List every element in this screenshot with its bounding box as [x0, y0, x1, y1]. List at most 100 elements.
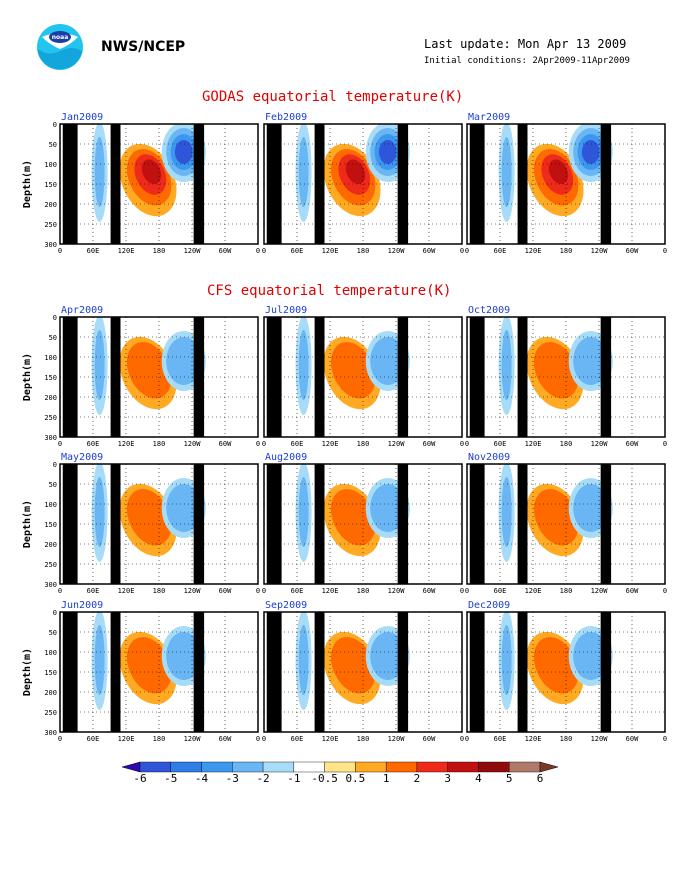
x-tick-label: 60W	[423, 440, 436, 448]
panel-label: Apr2009	[61, 305, 103, 316]
land-mask	[600, 124, 612, 244]
y-tick-label: 300	[44, 434, 57, 442]
panel-label: Mar2009	[468, 112, 510, 123]
colorbar: -6 -5 -4 -3 -2 -1 -0.5 0.5 1 2 3 4 5 6	[121, 761, 559, 785]
land-mask	[110, 612, 121, 732]
panel-label: Jun2009	[61, 600, 103, 611]
panel-label: Dec2009	[468, 600, 510, 611]
land-mask	[62, 612, 78, 732]
x-tick-label: 60E	[291, 247, 304, 255]
x-tick-label: 60W	[626, 247, 639, 255]
land-mask	[193, 464, 205, 584]
panel-jun2009: Jun2009 0 60E 120E 180 120W 60W 0 0 50 100 150 200 25…	[22, 600, 260, 743]
warm-anomaly-contour	[330, 342, 376, 399]
panel-frame	[263, 123, 463, 245]
y-tick-label: 200	[44, 689, 57, 697]
warm-anomaly-contour	[533, 342, 579, 399]
land-mask	[469, 317, 485, 437]
svg-text:noaa: noaa	[52, 34, 69, 41]
x-tick-label: 60W	[423, 735, 436, 743]
x-tick-label: 0	[663, 735, 667, 743]
anomaly-field	[264, 317, 462, 437]
warm-anomaly-contour	[126, 637, 172, 694]
panel-sep2009: Sep2009 0 60E 120E 180 120W 60W 0	[262, 600, 464, 743]
x-tick-label: 60W	[626, 440, 639, 448]
y-tick-label: 200	[44, 541, 57, 549]
panel-label: Aug2009	[265, 452, 307, 463]
warm-anomaly-contour	[548, 159, 569, 185]
colorbar-tick-label: 3	[444, 772, 451, 785]
x-tick-label: 0	[663, 440, 667, 448]
x-tick-label: 180	[357, 247, 370, 255]
land-mask	[469, 124, 485, 244]
land-mask	[469, 464, 485, 584]
x-tick-label: 120W	[591, 247, 609, 255]
panel-apr2009: Apr2009 0 60E 120E 180 120W 60W 0 0 50 100 150 200 25…	[22, 305, 260, 448]
x-tick-label: 0	[465, 587, 469, 595]
y-tick-label: 300	[44, 729, 57, 737]
x-tick-label: 180	[357, 587, 370, 595]
x-tick-label: 120E	[525, 587, 542, 595]
x-tick-label: 120E	[118, 587, 135, 595]
x-tick-label: 60W	[423, 587, 436, 595]
panel-frame	[263, 611, 463, 733]
x-tick-label: 120E	[118, 735, 135, 743]
land-mask	[397, 124, 409, 244]
colorbar-tick-label: -6	[133, 772, 146, 785]
anomaly-field	[467, 124, 665, 244]
panel-jul2009: Jul2009 0 60E 120E 180 120W 60W 0	[262, 305, 464, 448]
cold-anomaly-contour	[370, 484, 406, 532]
x-tick-label: 120E	[525, 247, 542, 255]
x-tick-label: 60E	[494, 440, 507, 448]
cold-anomaly-contour	[573, 484, 609, 532]
x-tick-label: 180	[560, 440, 573, 448]
noaa-logo-icon: noaa	[36, 23, 84, 71]
colorbar-tick-label: -3	[226, 772, 239, 785]
x-tick-label: 180	[153, 247, 166, 255]
x-tick-label: 120W	[184, 735, 202, 743]
y-tick-label: 0	[53, 461, 57, 469]
cold-anomaly-contour	[298, 330, 309, 400]
x-tick-label: 180	[153, 440, 166, 448]
x-tick-label: 60W	[219, 440, 232, 448]
cold-anomaly-contour	[94, 477, 105, 547]
x-tick-label: 0	[460, 440, 464, 448]
panel-feb2009: Feb2009 0 60E 120E 180 120W 60W 0	[262, 112, 464, 255]
colorbar-segment	[355, 761, 387, 773]
cold-anomaly-contour	[174, 140, 193, 164]
panel-frame	[59, 316, 259, 438]
cold-anomaly-contour	[370, 337, 406, 385]
x-tick-label: 60E	[87, 440, 100, 448]
colorbar-tick-label: -5	[164, 772, 177, 785]
colorbar-segment	[478, 761, 510, 773]
y-tick-label: 300	[44, 241, 57, 249]
x-tick-label: 0	[262, 587, 266, 595]
x-tick-label: 180	[357, 440, 370, 448]
land-mask	[314, 124, 325, 244]
colorbar-segment	[293, 761, 325, 773]
x-tick-label: 60E	[494, 587, 507, 595]
panel-nov2009: Nov2009 0 60E 120E 180 120W 60W 0	[465, 452, 667, 595]
y-tick-label: 150	[44, 669, 57, 677]
x-tick-label: 60E	[291, 587, 304, 595]
colorbar-segment	[201, 761, 233, 773]
x-tick-label: 60W	[423, 247, 436, 255]
panel-label: Oct2009	[468, 305, 510, 316]
cold-anomaly-contour	[581, 140, 600, 164]
colorbar-tick-label: 5	[506, 772, 513, 785]
cold-anomaly-contour	[166, 337, 202, 385]
land-mask	[62, 124, 78, 244]
x-tick-label: 0	[256, 735, 260, 743]
panel-frame	[263, 463, 463, 585]
panel-frame	[59, 463, 259, 585]
land-mask	[397, 464, 409, 584]
y-axis-label: Depth(m)	[22, 500, 33, 548]
x-tick-label: 120E	[322, 735, 339, 743]
land-mask	[517, 317, 528, 437]
land-mask	[193, 124, 205, 244]
y-axis-label: Depth(m)	[22, 648, 33, 696]
cold-anomaly-contour	[370, 632, 406, 680]
y-tick-label: 200	[44, 394, 57, 402]
y-tick-label: 50	[49, 629, 57, 637]
y-tick-label: 150	[44, 181, 57, 189]
